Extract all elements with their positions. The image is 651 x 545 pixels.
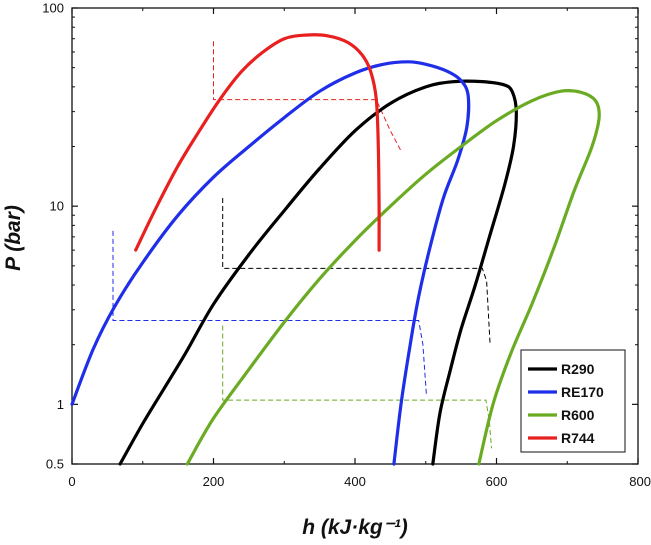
y-tick-label: 1 [57, 397, 64, 412]
legend-label-r290: R290 [561, 361, 595, 377]
y-axis-title: P (bar) [2, 205, 25, 271]
x-tick-labels: 0 200 400 600 800 [68, 474, 651, 489]
legend-box [520, 349, 626, 453]
x-tick-label: 400 [344, 474, 366, 489]
x-tick-label: 800 [629, 474, 651, 489]
cycle-line-re170 [112, 230, 427, 397]
y-tick-label: 10 [50, 199, 64, 214]
y-tick-label: 100 [42, 1, 64, 16]
legend-label-r744: R744 [561, 430, 595, 446]
y-tick-label: 0.5 [46, 457, 64, 472]
series-layer [70, 33, 601, 466]
saturation-curve-r290 [118, 79, 518, 466]
legend-label-r600: R600 [561, 407, 595, 423]
saturation-curve-r600 [185, 89, 601, 466]
x-tick-label: 0 [68, 474, 75, 489]
y-tick-labels: 0.5 1 10 100 [42, 1, 64, 472]
legend-label-re170: RE170 [561, 384, 604, 400]
saturation-curve-r744 [134, 33, 381, 252]
axis-ticks [71, 7, 639, 465]
x-tick-label: 200 [203, 474, 225, 489]
x-axis-title: h (kJ·kg⁻¹) [302, 516, 408, 539]
cycle-line-r600 [222, 325, 492, 449]
legend: R290 RE170 R600 R744 [520, 349, 626, 453]
cycle-line-r290 [222, 198, 491, 345]
x-tick-label: 600 [486, 474, 508, 489]
saturation-curve-re170 [70, 60, 471, 466]
